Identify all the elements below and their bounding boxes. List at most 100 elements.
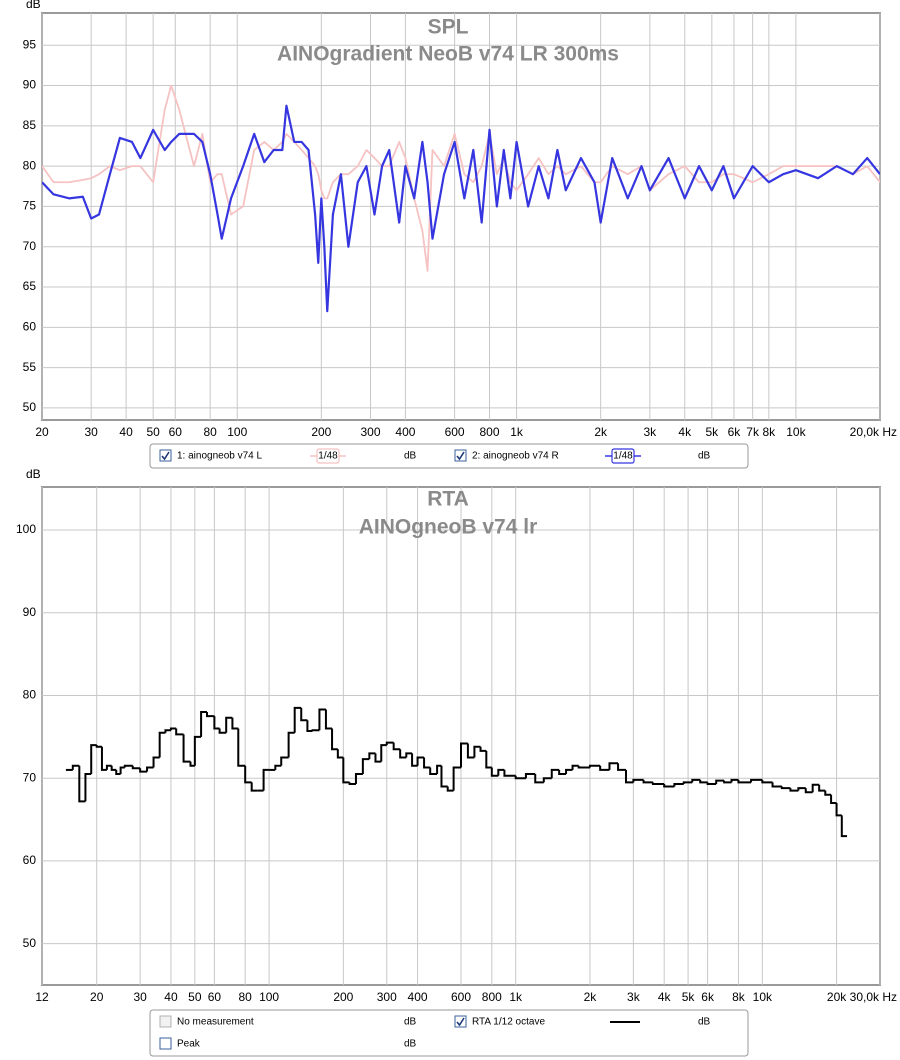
- y-tick-label: 70: [23, 239, 37, 253]
- smoothing-box[interactable]: [316, 448, 340, 464]
- rta-step: [780, 786, 791, 790]
- rta-step: [293, 706, 302, 733]
- series-line: [42, 84, 880, 272]
- rta-step: [750, 778, 763, 783]
- rta-step: [158, 731, 166, 758]
- x-tick-label: 80: [203, 425, 217, 439]
- rta-step: [565, 768, 573, 775]
- rta-step: [840, 815, 848, 838]
- legend-box: [149, 443, 749, 469]
- rta-step: [306, 720, 313, 733]
- x-tick-label: 7k: [746, 425, 760, 439]
- rta-step: [399, 749, 407, 759]
- rta-step: [473, 745, 481, 758]
- chart-subtitle: AINOgradient NeoB v74 LR 300ms: [277, 43, 619, 66]
- rta-step: [164, 729, 171, 733]
- rta-step: [436, 764, 442, 775]
- x-tick-label: 300: [361, 425, 381, 439]
- rta-step: [624, 769, 634, 784]
- smoothing-box[interactable]: [611, 448, 635, 464]
- rta-step: [588, 764, 601, 768]
- rta-step: [682, 781, 693, 784]
- y-tick-label: 60: [23, 853, 37, 867]
- x-tick-label: 600: [451, 990, 471, 1004]
- rta-step: [274, 764, 282, 770]
- rta-step: [131, 765, 141, 770]
- rta-step: [119, 766, 125, 775]
- legend-entry: RTA 1/12 octave: [472, 1017, 545, 1028]
- legend-unit: dB: [698, 451, 711, 462]
- legend: RTA 1/12 octave dB No measurement dB Peak dB: [149, 1009, 749, 1057]
- chart: 50 55 60 65 70 75 80 85 90 95 20 30 40 50 60 80 100 200 30…: [23, 0, 897, 469]
- legend-entry: 2: ainogneob v74 R: [472, 451, 559, 462]
- checkbox[interactable]: [159, 1015, 172, 1028]
- x-tick-label: 4k: [658, 990, 672, 1004]
- rta-step: [673, 782, 684, 787]
- x-tick-label: 60: [208, 990, 222, 1004]
- x-tick-label: 2k: [584, 990, 598, 1004]
- rta-step: [182, 734, 191, 763]
- x-tick-label: 10k: [753, 990, 773, 1004]
- rta-step: [385, 741, 394, 746]
- x-tick-label: 400: [395, 425, 415, 439]
- rta-step: [374, 753, 382, 763]
- rta-step: [105, 764, 112, 770]
- y-axis-label: dB: [26, 467, 41, 481]
- rta-step: [571, 764, 579, 770]
- rta-step: [300, 707, 308, 722]
- checkbox[interactable]: [159, 1037, 172, 1050]
- rta-step: [110, 765, 117, 771]
- rta-step: [642, 779, 653, 784]
- rta-step: [577, 765, 590, 769]
- rta-step: [123, 764, 133, 768]
- chart-title: SPL: [428, 16, 469, 39]
- x-tick-label: 5k: [682, 990, 696, 1004]
- rta-step: [213, 716, 220, 730]
- x-tick-label: 6k: [728, 425, 742, 439]
- x-tick-label: 50: [146, 425, 160, 439]
- x-tick-label: 6k: [701, 990, 715, 1004]
- checkbox[interactable]: [454, 1015, 467, 1028]
- checkmark: [456, 451, 465, 461]
- checkbox[interactable]: [159, 449, 172, 462]
- rta-step: [691, 778, 701, 783]
- rta-step: [542, 777, 552, 783]
- rta-step: [608, 762, 619, 770]
- x-tick-label: 10k: [786, 425, 806, 439]
- rta-step: [550, 768, 560, 779]
- rta-step: [715, 779, 725, 784]
- x-tick-label: 3k: [627, 990, 641, 1004]
- rta-step: [348, 782, 356, 785]
- chart-title: RTA: [427, 488, 469, 511]
- y-tick-label: 95: [23, 37, 37, 51]
- x-tick-label: 200: [311, 425, 331, 439]
- rta-step: [115, 769, 121, 776]
- rta-step: [90, 744, 97, 775]
- x-tick-label: 8k: [762, 425, 776, 439]
- rta-step: [205, 712, 215, 718]
- rta-step: [78, 765, 86, 803]
- rta-step: [411, 753, 418, 767]
- y-axis-label: dB: [26, 0, 41, 11]
- rta-step: [466, 743, 475, 759]
- plot-data: [65, 706, 848, 838]
- y-tick-label: 75: [23, 199, 37, 213]
- checkmark: [161, 451, 170, 461]
- rta-step: [331, 728, 338, 751]
- y-tick-label: 90: [23, 78, 37, 92]
- rta-step: [152, 756, 160, 768]
- x-tick-label: 30,0k Hz: [850, 990, 897, 1004]
- legend-unit: dB: [404, 451, 417, 462]
- checkbox[interactable]: [454, 449, 467, 462]
- rta-step: [617, 763, 626, 771]
- legend-unit: dB: [404, 1017, 417, 1028]
- rta-step: [342, 757, 350, 784]
- x-tick-label: 200: [333, 990, 353, 1004]
- chart: 50 60 70 80 90 100 12 20 30 40 50 60 80 100 200 300 400 6…: [16, 467, 897, 1057]
- rta-step: [169, 727, 177, 731]
- rta-step: [830, 794, 837, 805]
- rta-step: [534, 774, 544, 784]
- y-tick-label: 55: [23, 360, 37, 374]
- x-tick-label: 100: [227, 425, 247, 439]
